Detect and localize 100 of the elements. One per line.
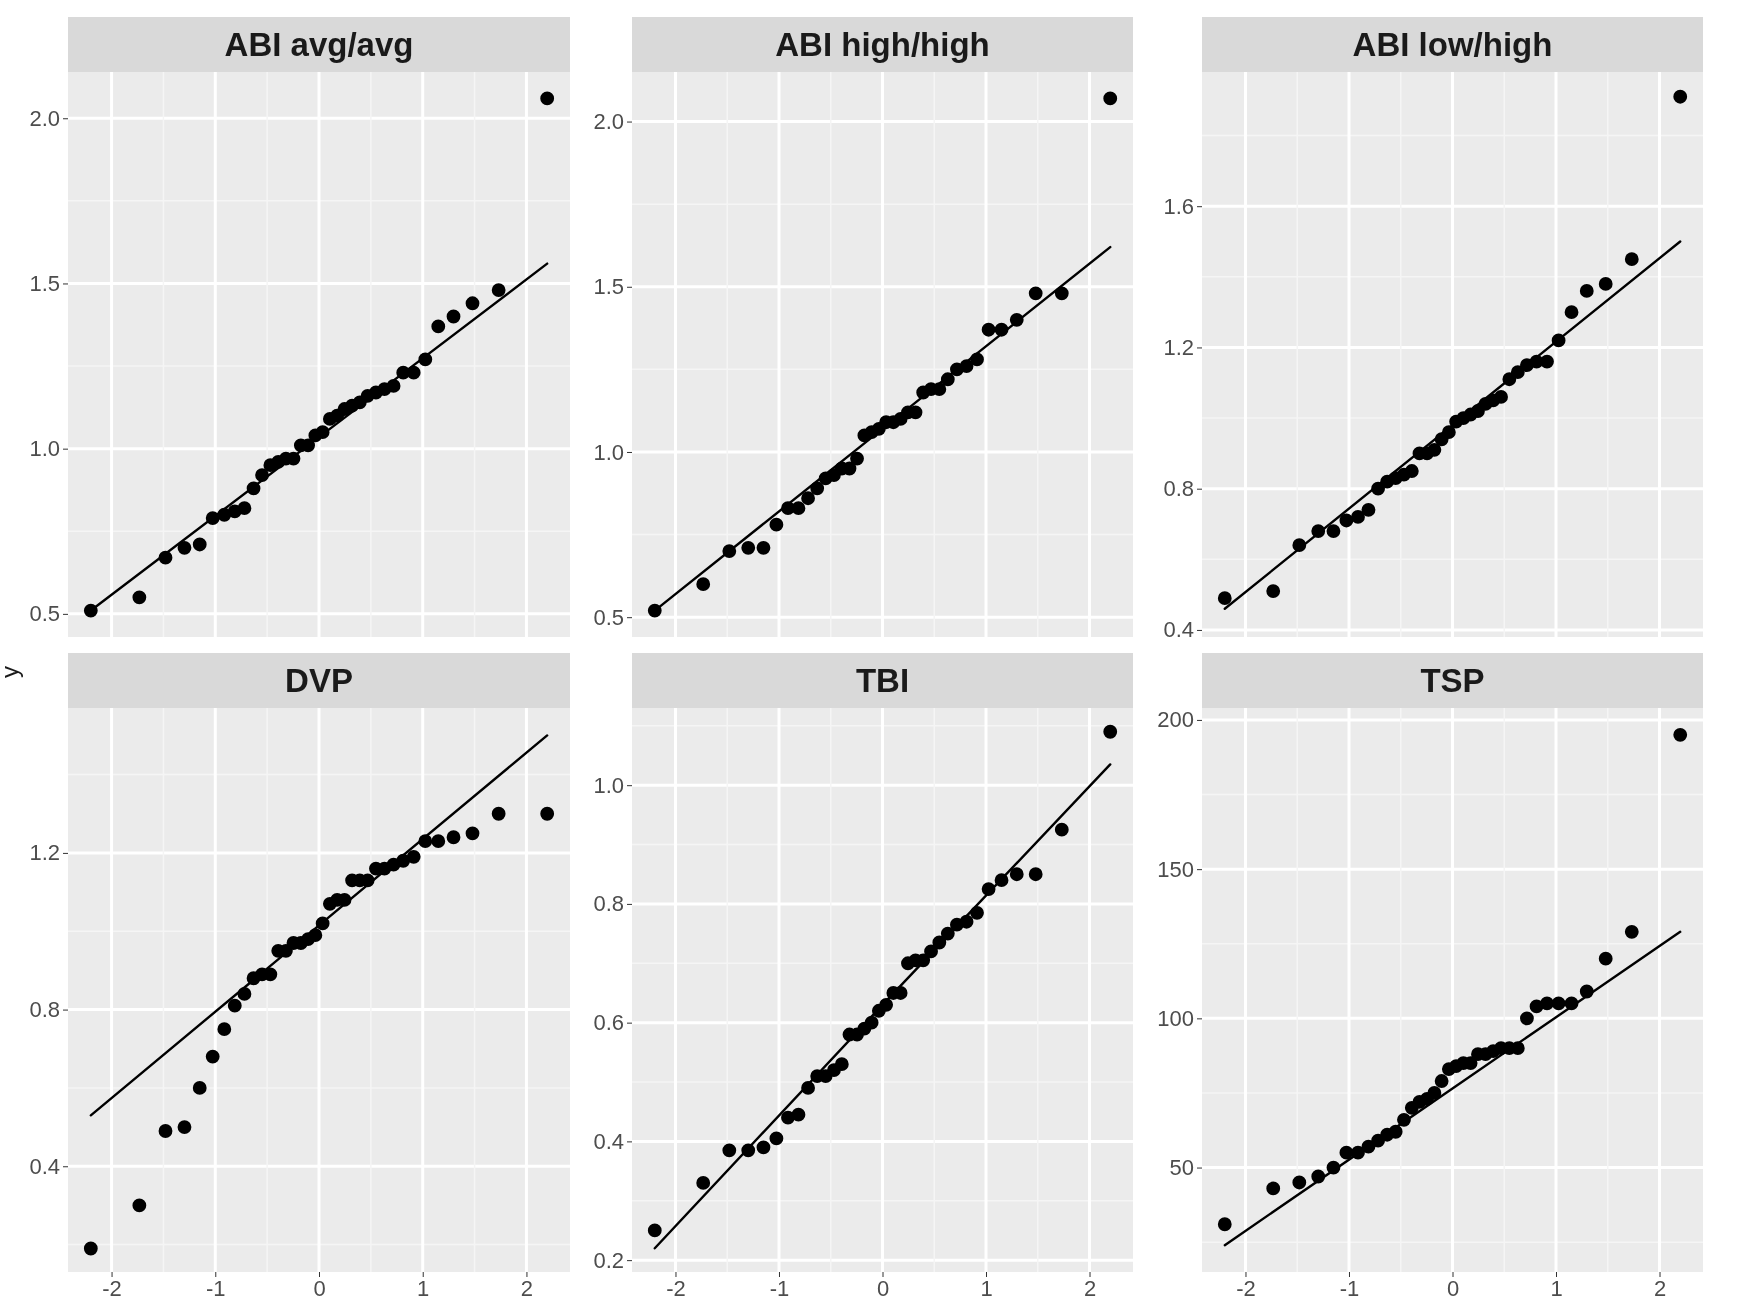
x-tick-label: -1 <box>1339 1275 1360 1301</box>
y-tick-label: 0.5 <box>593 604 624 630</box>
y-tick-label: 2.0 <box>29 105 60 131</box>
point <box>1540 996 1554 1011</box>
x-tick-label: 1 <box>417 1275 430 1301</box>
y-tick-label: 0.8 <box>1163 476 1194 502</box>
point <box>1028 867 1043 882</box>
y-tick-label: 200 <box>1157 707 1194 733</box>
x-tick-label: 1 <box>980 1275 993 1301</box>
point <box>132 590 147 605</box>
x-tick-label: 0 <box>876 1275 890 1301</box>
chart-title: TSP <box>1420 661 1485 699</box>
y-tick-label: 0.2 <box>593 1247 624 1273</box>
x-tick-label: 0 <box>1446 1275 1460 1301</box>
point <box>1427 442 1442 457</box>
chart-title: ABI avg/avg <box>224 25 414 63</box>
point <box>1673 89 1688 104</box>
y-tick-label: 1.5 <box>29 271 60 296</box>
y-tick-label: 1.6 <box>1163 193 1194 219</box>
y-tick-label: 0.4 <box>1163 617 1194 643</box>
x-tick-label: -1 <box>206 1275 226 1301</box>
point <box>850 451 864 466</box>
y-tick-label: 150 <box>1157 856 1194 882</box>
y-tick-label: 1.0 <box>29 436 60 462</box>
point <box>1624 252 1639 267</box>
point <box>540 806 555 821</box>
point <box>132 1198 147 1213</box>
point <box>1427 1086 1442 1100</box>
point <box>1054 822 1069 837</box>
chart-title: ABI low/high <box>1352 25 1553 63</box>
point <box>834 1057 849 1072</box>
point <box>741 540 756 555</box>
point <box>491 283 506 297</box>
point <box>1624 924 1639 939</box>
y-tick-label: 1.5 <box>593 274 624 300</box>
point <box>769 1131 784 1146</box>
point <box>801 491 815 506</box>
point <box>446 830 461 845</box>
x-tick-label: -2 <box>102 1275 122 1301</box>
point <box>406 849 421 864</box>
point <box>177 540 192 555</box>
y-tick-label: 1.0 <box>593 772 624 798</box>
point <box>981 322 996 337</box>
y-tick-label: 50 <box>1169 1155 1194 1181</box>
point <box>1361 502 1376 517</box>
x-tick-label: 0 <box>313 1275 326 1301</box>
y-tick-label: 0.4 <box>593 1128 624 1154</box>
chart-title: ABI high/high <box>775 25 990 63</box>
point <box>192 537 207 552</box>
point <box>791 501 806 516</box>
point <box>1404 464 1419 478</box>
y-tick-label: 1.2 <box>29 840 60 866</box>
point <box>791 1107 806 1122</box>
x-tick-label: -1 <box>769 1275 790 1301</box>
point <box>83 1241 98 1256</box>
point <box>227 998 242 1013</box>
x-tick-label: -2 <box>666 1275 686 1301</box>
point <box>205 1049 220 1064</box>
point <box>1351 510 1365 524</box>
point <box>1434 1074 1449 1088</box>
y-tick-label: 0.8 <box>29 997 60 1023</box>
point <box>1520 1011 1534 1026</box>
point <box>540 91 555 106</box>
y-tick-label: 0.5 <box>29 601 60 627</box>
chart-title: TBI <box>855 661 910 699</box>
point <box>1339 513 1354 528</box>
point <box>722 1143 737 1158</box>
x-tick-label: -2 <box>1236 1275 1256 1301</box>
point <box>1598 951 1613 966</box>
point <box>158 1124 173 1138</box>
y-tick-label: 2.0 <box>593 109 624 135</box>
point <box>446 309 461 324</box>
point <box>1494 389 1508 404</box>
point <box>1028 286 1043 301</box>
point <box>769 517 784 532</box>
point <box>647 1223 662 1238</box>
y-tick-label: 0.8 <box>593 891 624 917</box>
point <box>1551 996 1566 1011</box>
point <box>1598 276 1613 291</box>
point <box>696 1176 711 1190</box>
x-tick-label: 2 <box>1083 1275 1097 1301</box>
point <box>1540 354 1554 369</box>
point <box>696 577 711 592</box>
chart-title: DVP <box>285 661 353 699</box>
y-tick-label: 0.6 <box>593 1010 624 1036</box>
point <box>465 826 480 841</box>
point <box>1103 724 1118 739</box>
point <box>1266 1181 1281 1196</box>
x-tick-label: 1 <box>1550 1275 1563 1301</box>
point <box>491 806 506 821</box>
point <box>1292 1175 1307 1190</box>
point <box>1564 305 1579 320</box>
point <box>1217 1217 1232 1232</box>
point <box>1266 584 1281 598</box>
x-tick-label: 2 <box>520 1275 534 1301</box>
point <box>1103 91 1118 106</box>
point <box>756 1140 771 1155</box>
y-axis-title: y <box>0 666 23 678</box>
point <box>1673 727 1688 742</box>
point <box>1326 524 1341 538</box>
